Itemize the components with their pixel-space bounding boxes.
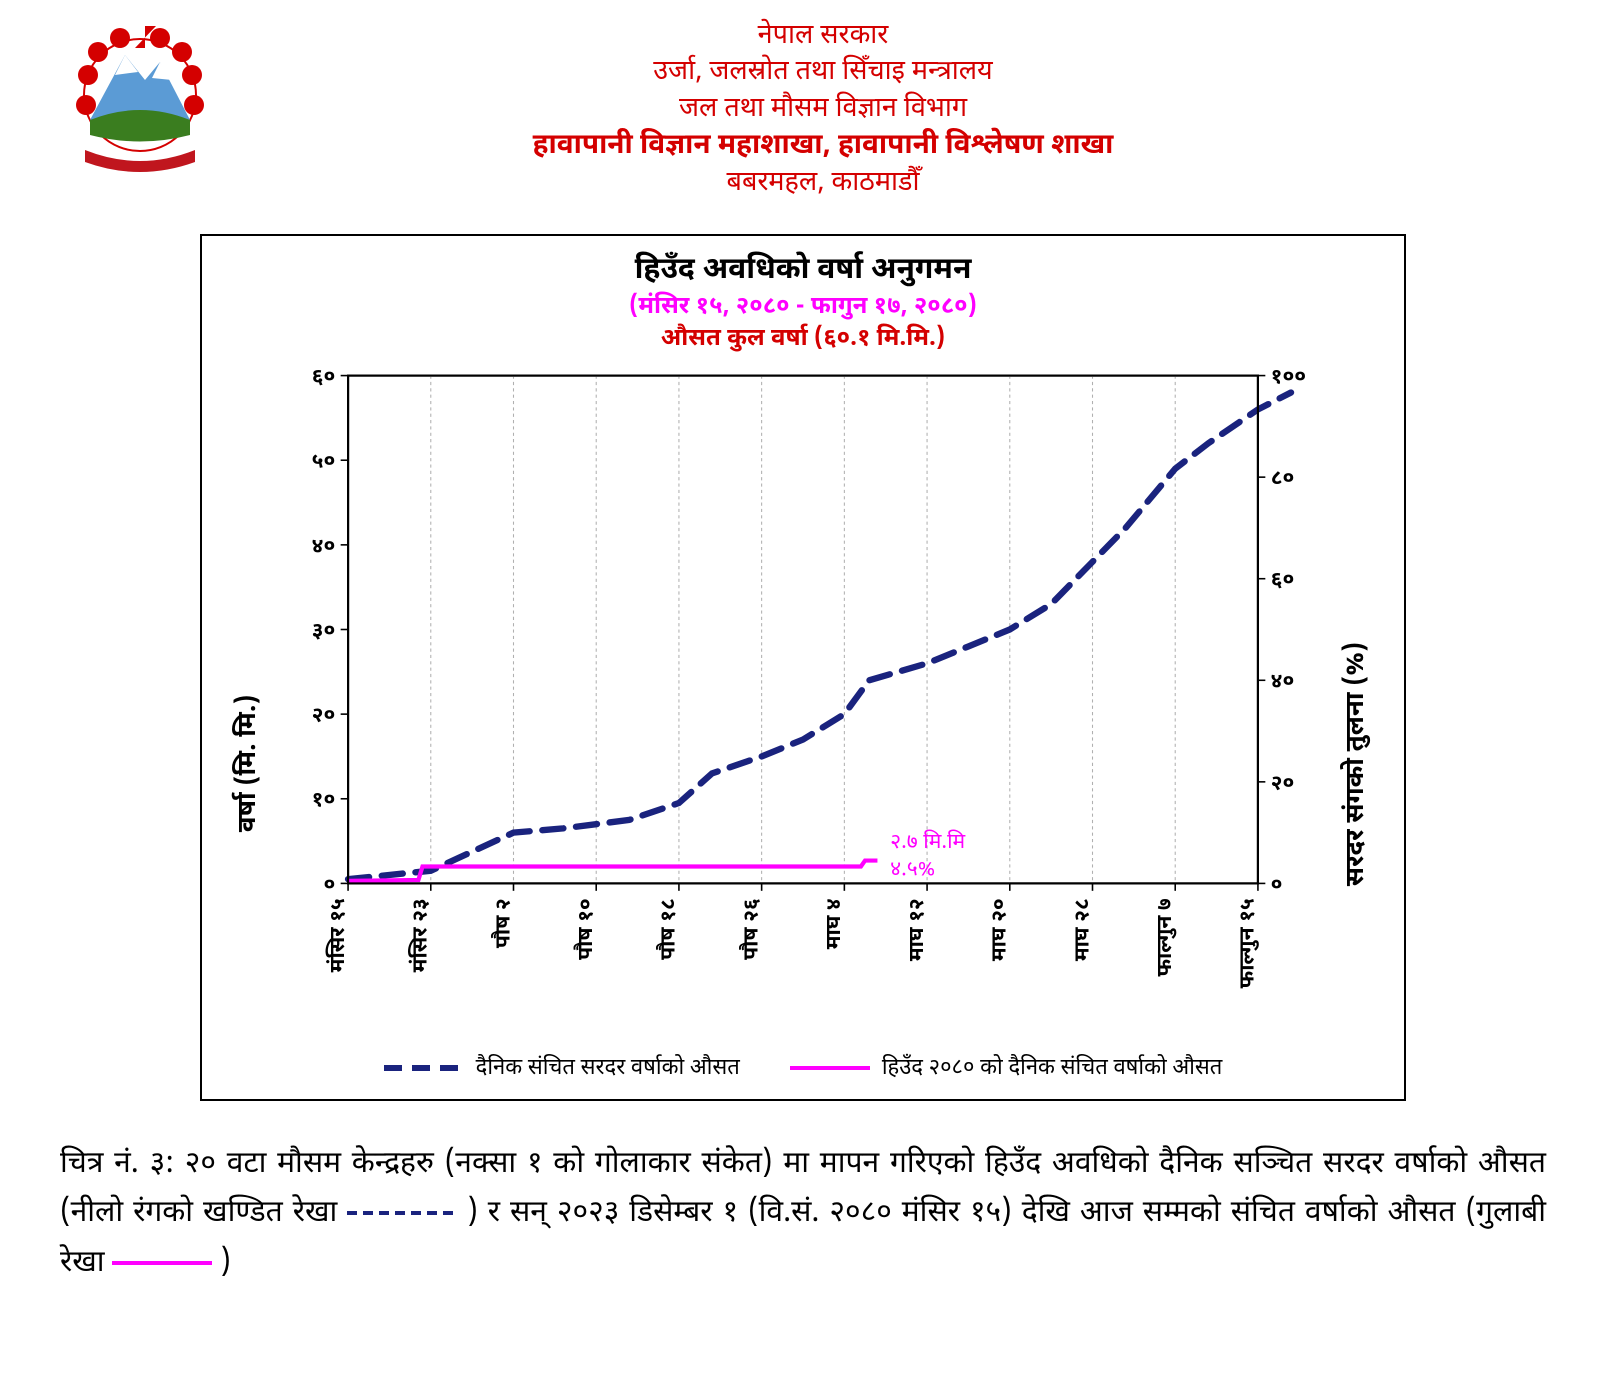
legend: दैनिक संचित सरदर वर्षाको औसत हिउँद २०८० … [232, 1054, 1374, 1083]
svg-text:६०: ६० [312, 365, 336, 392]
svg-text:माघ ४: माघ ४ [821, 898, 849, 949]
header-row: नेपाल सरकार उर्जा, जलस्रोत तथा सिँचाइ मन… [60, 20, 1546, 204]
svg-text:४.५%: ४.५% [890, 856, 935, 884]
legend-item-pink: हिउँद २०८० को दैनिक संचित वर्षाको औसत [790, 1054, 1223, 1083]
svg-text:०: ० [1271, 871, 1283, 899]
y-axis-right-label: सरदर संगको तुलना (%) [1340, 365, 1374, 1042]
nepal-emblem-icon [60, 20, 220, 180]
svg-text:२०: २० [1271, 770, 1295, 798]
svg-text:माघ १२: माघ १२ [904, 898, 932, 961]
caption-end: ) [220, 1245, 231, 1284]
chart-title-sub1: (मंसिर १५, २०८० - फागुन १७, २०८०) [232, 291, 1374, 323]
caption-blue-dash-icon [347, 1207, 457, 1219]
svg-text:पौष १८: पौष १८ [656, 898, 684, 960]
svg-text:८०: ८० [1271, 465, 1295, 493]
svg-text:पौष १०: पौष १० [573, 898, 601, 960]
chart-area: वर्षा (मि. मि.) मंसिर १५ मंसिर २३ पौष २ पौष… [232, 365, 1374, 1042]
svg-text:मंसिर १५: मंसिर १५ [325, 898, 353, 972]
svg-text:पौष २: पौष २ [490, 898, 518, 948]
svg-text:६०: ६० [1271, 567, 1295, 595]
header-line-1: नेपाल सरकार [260, 20, 1386, 56]
svg-text:५०: ५० [312, 448, 336, 476]
chart-container: हिउँद अवधिको वर्षा अनुगमन (मंसिर १५, २०८… [200, 234, 1406, 1101]
legend-item-blue: दैनिक संचित सरदर वर्षाको औसत [384, 1054, 740, 1083]
svg-text:२०: २० [312, 702, 336, 730]
svg-text:४०: ४० [312, 533, 336, 561]
svg-text:माघ २०: माघ २० [987, 898, 1015, 961]
chart-title-sub2: औसत कुल वर्षा (६०.१ मि.मि.) [232, 323, 1374, 355]
svg-text:मंसिर २३: मंसिर २३ [408, 898, 436, 972]
chart-svg: मंसिर १५ मंसिर २३ पौष २ पौष १० पौष १८ पौष २६ म… [274, 365, 1332, 1042]
chart-titles: हिउँद अवधिको वर्षा अनुगमन (मंसिर १५, २०८… [232, 252, 1374, 355]
svg-text:पौष २६: पौष २६ [738, 898, 766, 960]
y-axis-left-label: वर्षा (मि. मि.) [232, 365, 266, 1042]
header-line-4: हावापानी विज्ञान महाशाखा, हावापानी विश्ल… [260, 129, 1386, 167]
svg-text:४०: ४० [1271, 668, 1295, 696]
svg-text:फाल्गुन १५: फाल्गुन १५ [1235, 898, 1263, 988]
header-line-5: बबरमहल, काठमाडौँ [260, 167, 1386, 203]
svg-text:३०: ३० [312, 617, 336, 645]
header-text: नेपाल सरकार उर्जा, जलस्रोत तथा सिँचाइ मन… [260, 20, 1546, 204]
svg-text:फाल्गुन ७: फाल्गुन ७ [1152, 898, 1180, 976]
svg-text:१००: १०० [1271, 365, 1307, 392]
figure-caption: चित्र नं. ३: २० वटा मौसम केन्द्रहरु (नक्… [60, 1141, 1546, 1290]
legend-pink-label: हिउँद २०८० को दैनिक संचित वर्षाको औसत [882, 1054, 1223, 1083]
legend-blue-label: दैनिक संचित सरदर वर्षाको औसत [476, 1054, 740, 1083]
plot-column: मंसिर १५ मंसिर २३ पौष २ पौष १० पौष १८ पौष २६ म… [274, 365, 1332, 1042]
svg-text:०: ० [324, 871, 336, 899]
svg-text:२.७ मि.मि: २.७ मि.मि [890, 828, 965, 856]
header-line-2: उर्जा, जलस्रोत तथा सिँचाइ मन्त्रालय [260, 56, 1386, 92]
svg-text:१०: १० [312, 787, 336, 815]
chart-title-main: हिउँद अवधिको वर्षा अनुगमन [232, 252, 1374, 291]
caption-pink-line-icon [112, 1257, 212, 1269]
svg-text:माघ २८: माघ २८ [1069, 898, 1097, 961]
header-line-3: जल तथा मौसम विज्ञान विभाग [260, 93, 1386, 129]
